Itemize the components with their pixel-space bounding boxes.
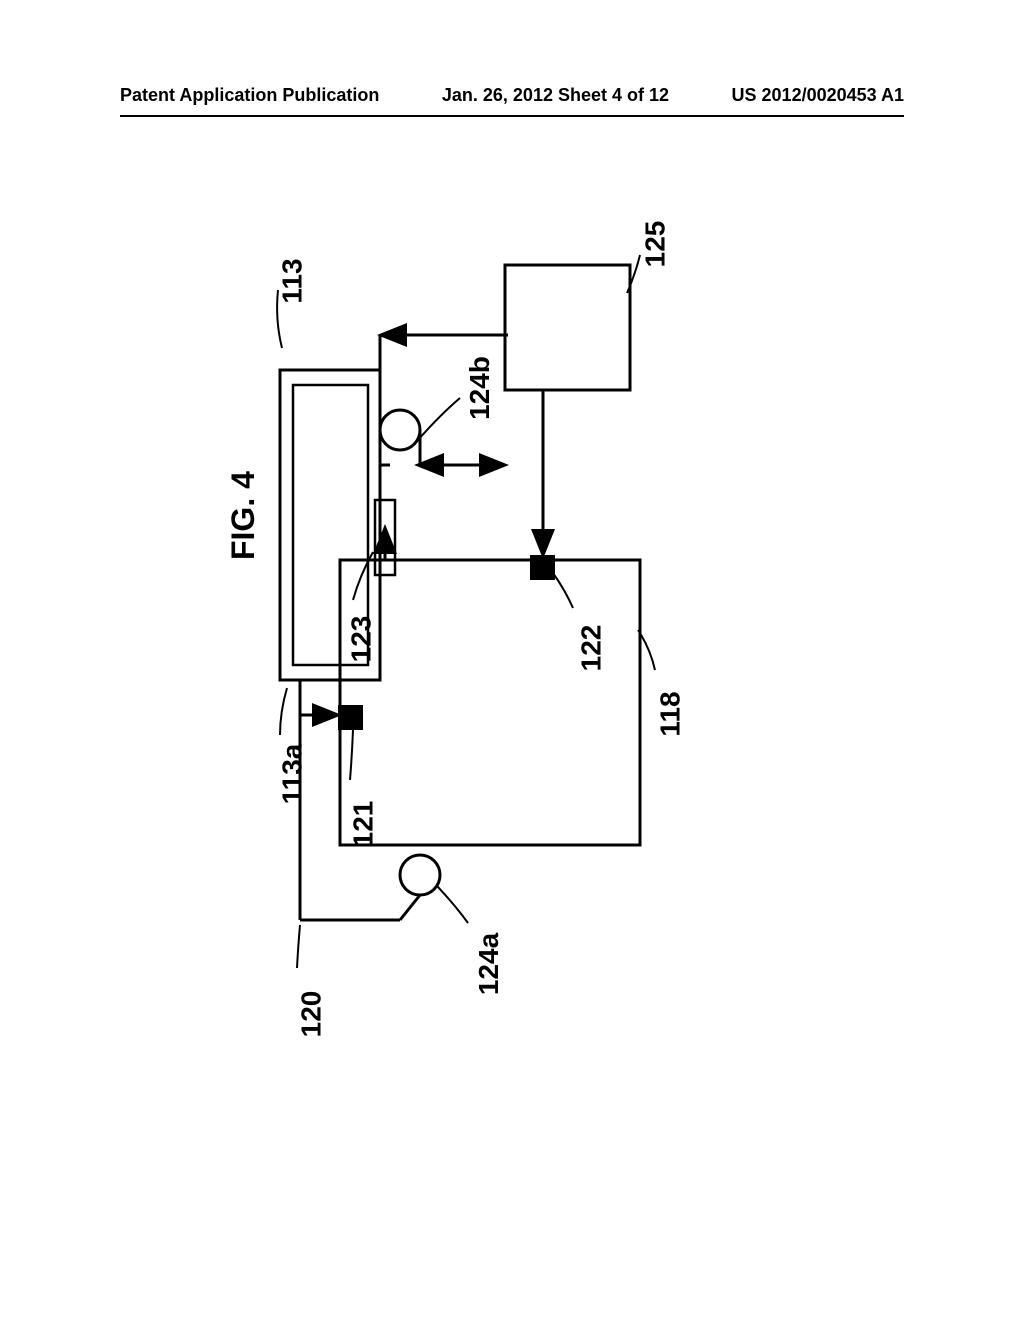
label-118: 118 (655, 691, 687, 736)
circle-124b (380, 410, 420, 450)
label-120: 120 (295, 991, 327, 1038)
label-123: 123 (345, 616, 377, 663)
label-124b: 124b (464, 356, 496, 420)
leader-122 (553, 573, 573, 608)
label-122: 122 (575, 625, 607, 672)
circle-124a (400, 855, 440, 895)
leader-124a (437, 886, 468, 923)
label-125: 125 (639, 221, 671, 268)
line-120-to-circle (400, 895, 420, 920)
square-121 (338, 705, 363, 730)
leader-120 (297, 925, 300, 968)
box-125 (505, 265, 630, 390)
leader-113a (280, 688, 287, 735)
box-118 (340, 560, 640, 845)
label-124a: 124a (473, 933, 505, 995)
leader-124b (418, 398, 460, 440)
leader-121 (350, 730, 353, 780)
label-121: 121 (347, 801, 379, 848)
square-122 (530, 555, 555, 580)
label-113: 113 (277, 258, 309, 303)
diagram-svg (0, 0, 1024, 1320)
label-113a: 113a (276, 744, 308, 805)
